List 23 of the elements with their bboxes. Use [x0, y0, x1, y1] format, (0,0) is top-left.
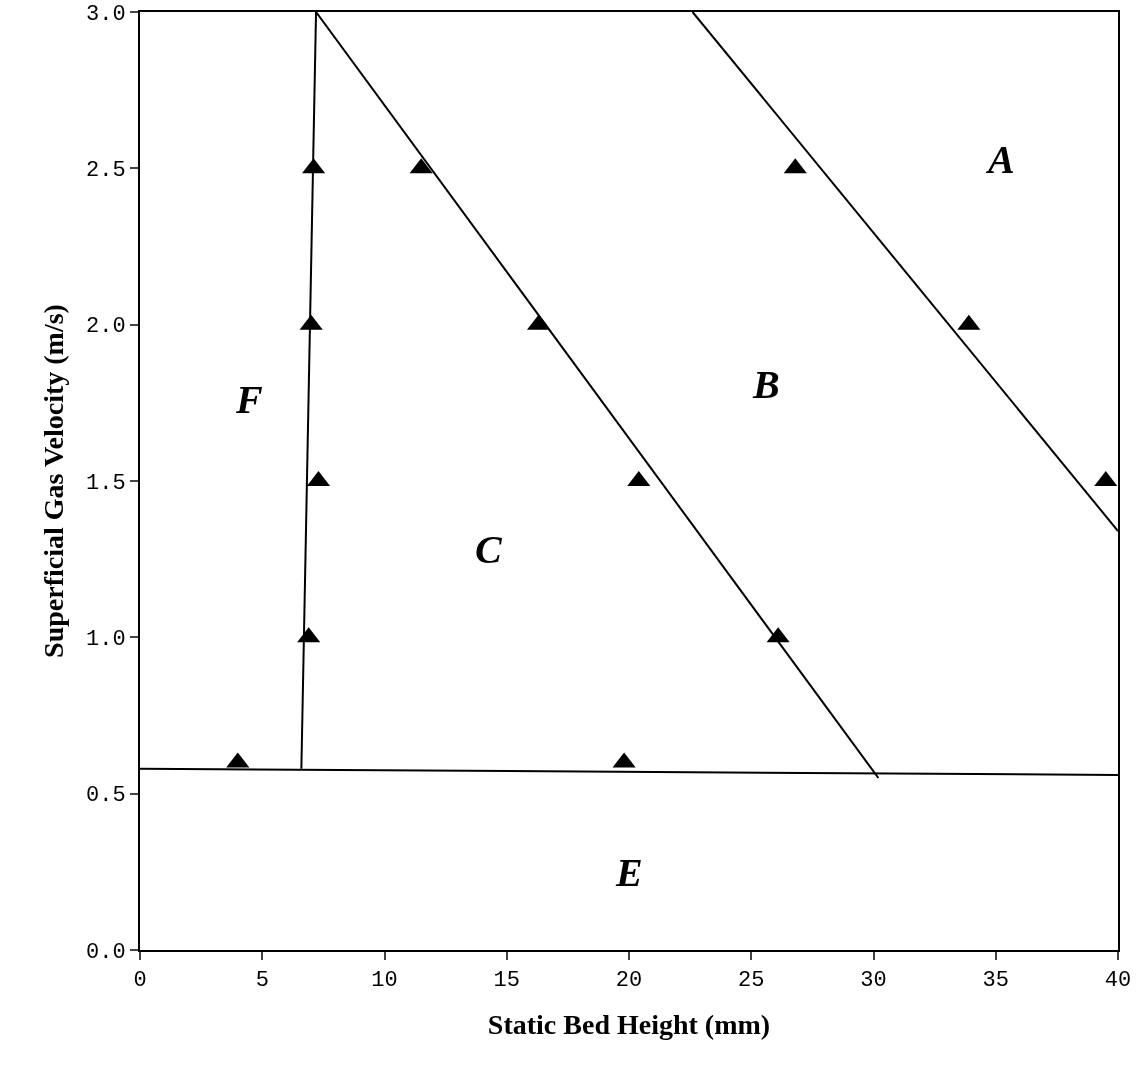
y-tick-label: 0.0 [85, 939, 126, 965]
annotation: C [475, 527, 503, 572]
y-tick-label: 2.0 [85, 314, 126, 340]
x-tick-label: 20 [615, 968, 643, 994]
x-tick-label: 30 [860, 968, 887, 994]
x-tick-label: 10 [371, 968, 398, 994]
annotation: E [615, 850, 643, 895]
y-tick-label: 1.0 [85, 627, 126, 653]
x-tick-label: 25 [738, 968, 765, 994]
y-axis-title: Superficial Gas Velocity (m/s) [38, 304, 70, 658]
annotation: B [752, 362, 780, 407]
x-axis-title: Static Bed Height (mm) [487, 1009, 771, 1040]
y-tick-label: 2.5 [85, 158, 126, 184]
x-tick-label: 35 [982, 968, 1009, 994]
annotation: A [985, 137, 1015, 182]
x-tick-label: 40 [1104, 968, 1132, 994]
y-tick-label: 1.5 [85, 470, 126, 496]
y-tick-label: 3.0 [85, 1, 126, 27]
x-tick-label: 0 [133, 968, 147, 994]
x-tick-label: 15 [493, 968, 520, 994]
annotation: F [235, 377, 263, 422]
x-tick-label: 5 [255, 968, 269, 994]
y-tick-label: 0.5 [85, 783, 126, 809]
